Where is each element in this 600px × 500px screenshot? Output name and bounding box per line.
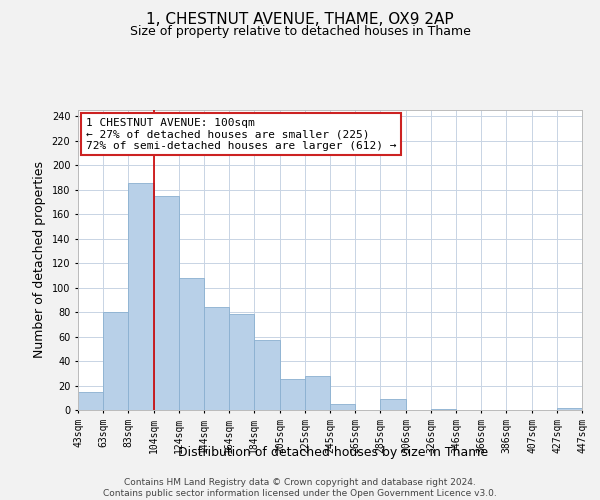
Text: Distribution of detached houses by size in Thame: Distribution of detached houses by size … (178, 446, 488, 459)
Text: Size of property relative to detached houses in Thame: Size of property relative to detached ho… (130, 25, 470, 38)
Bar (280, 380, 305, 410)
Bar (204, 307, 229, 410)
Text: 1, CHESTNUT AVENUE, THAME, OX9 2AP: 1, CHESTNUT AVENUE, THAME, OX9 2AP (146, 12, 454, 28)
Bar (557, 408, 582, 410)
Bar (305, 376, 330, 410)
Bar (254, 340, 280, 410)
Bar (154, 196, 179, 410)
Text: Contains HM Land Registry data © Crown copyright and database right 2024.
Contai: Contains HM Land Registry data © Crown c… (103, 478, 497, 498)
Bar (103, 312, 128, 410)
Bar (330, 404, 355, 410)
Bar (78, 392, 103, 410)
Bar (380, 399, 406, 410)
Text: 1 CHESTNUT AVENUE: 100sqm
← 27% of detached houses are smaller (225)
72% of semi: 1 CHESTNUT AVENUE: 100sqm ← 27% of detac… (86, 118, 396, 150)
Bar (229, 314, 254, 410)
Bar (431, 409, 456, 410)
Y-axis label: Number of detached properties: Number of detached properties (33, 162, 46, 358)
Bar (179, 278, 204, 410)
Bar (128, 184, 154, 410)
